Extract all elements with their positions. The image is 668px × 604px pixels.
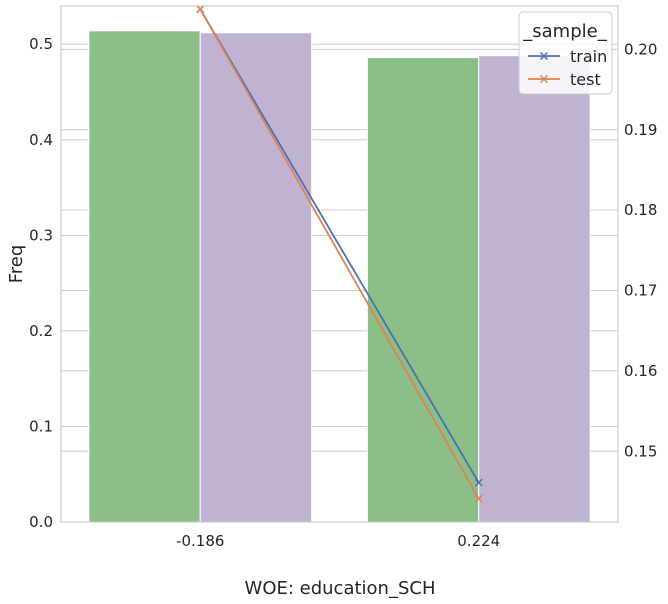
y-tick-label: 0.0: [29, 513, 53, 531]
legend: _sample_ train test: [518, 11, 613, 95]
y2-tick-label: 0.18: [624, 201, 657, 219]
plot-frame: [60, 5, 619, 523]
y-tick-label: 0.3: [29, 226, 53, 244]
y2-tick-label: 0.16: [624, 362, 657, 380]
point-marker: [539, 74, 549, 84]
y2-tick-label: 0.15: [624, 442, 657, 460]
legend-label: train: [570, 47, 607, 66]
x-axis-label: WOE: education_SCH: [245, 578, 436, 599]
point-marker: [196, 5, 205, 14]
bars: [88, 30, 591, 523]
legend-box: [518, 11, 613, 95]
point-marker: [474, 494, 483, 503]
y-tick-label: 0.5: [29, 35, 53, 53]
y-tick-label: 0.2: [29, 322, 53, 340]
series-line-train: [199, 8, 480, 484]
y2-tick-label: 0.20: [624, 40, 657, 58]
y-tick-label: 0.4: [29, 131, 53, 149]
point-marker: [539, 51, 549, 61]
point-marker: [474, 478, 483, 487]
legend-label: test: [570, 70, 601, 89]
x-axis-ticks: -0.186 0.224: [176, 532, 500, 550]
y-axis-label: Freq: [6, 245, 27, 284]
bar: [478, 55, 591, 523]
bar: [199, 32, 313, 523]
series-line-test: [199, 8, 480, 500]
bar: [366, 57, 480, 523]
y-tick-label: 0.1: [29, 417, 53, 435]
y2-tick-label: 0.17: [624, 282, 657, 300]
legend-title: _sample_: [522, 21, 607, 42]
left-axis-ticks: 0.0 0.1 0.2 0.3 0.4 0.5: [29, 35, 53, 531]
right-axis-ticks: 0.15 0.16 0.17 0.18 0.19 0.20: [624, 40, 657, 460]
lines: [196, 5, 483, 503]
x-tick-label: -0.186: [176, 532, 224, 550]
x-tick-label: 0.224: [457, 532, 500, 550]
bar: [88, 30, 201, 523]
y2-tick-label: 0.19: [624, 121, 657, 139]
